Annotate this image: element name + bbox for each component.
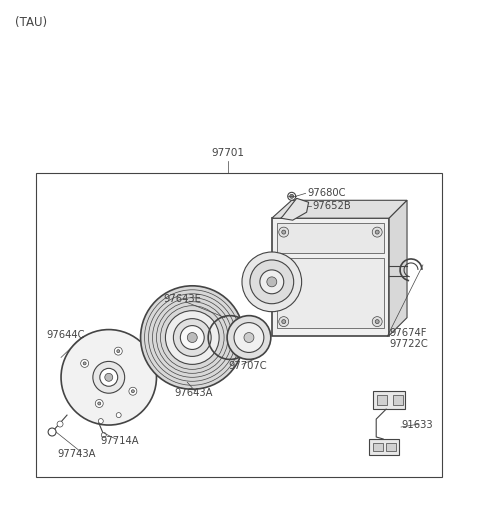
Circle shape (180, 326, 204, 349)
Text: 97707C: 97707C (228, 362, 267, 371)
Text: (TAU): (TAU) (15, 16, 48, 29)
Circle shape (227, 316, 271, 360)
Circle shape (242, 252, 301, 312)
Text: 97644C: 97644C (46, 330, 84, 339)
Text: 97743A: 97743A (57, 449, 96, 459)
Circle shape (372, 227, 382, 237)
Circle shape (372, 317, 382, 327)
Circle shape (132, 390, 134, 393)
Polygon shape (281, 198, 309, 220)
Circle shape (234, 323, 264, 352)
Text: 97643A: 97643A (174, 388, 213, 398)
Circle shape (141, 286, 244, 389)
Bar (377, 395, 387, 405)
Circle shape (98, 402, 101, 405)
Circle shape (101, 432, 106, 437)
Bar (272, 218, 389, 335)
Circle shape (61, 330, 156, 425)
Circle shape (279, 227, 288, 237)
Bar (369, 439, 399, 455)
Circle shape (248, 329, 254, 335)
Circle shape (166, 311, 219, 365)
Circle shape (248, 340, 254, 346)
Circle shape (279, 317, 288, 327)
Bar (386, 443, 396, 451)
Bar (373, 443, 383, 451)
Text: 97643E: 97643E (164, 294, 201, 304)
Circle shape (173, 319, 211, 357)
Circle shape (98, 419, 103, 424)
Circle shape (116, 413, 121, 418)
Circle shape (81, 360, 89, 367)
Circle shape (129, 387, 137, 395)
Circle shape (250, 260, 294, 304)
Polygon shape (272, 200, 407, 218)
Text: 97714A: 97714A (101, 436, 139, 446)
Circle shape (83, 362, 86, 365)
Circle shape (282, 230, 286, 234)
Bar (373, 391, 405, 409)
Circle shape (57, 421, 63, 427)
Circle shape (100, 368, 118, 386)
Circle shape (187, 333, 197, 342)
Text: 97722C: 97722C (389, 339, 428, 349)
Circle shape (260, 270, 284, 294)
Bar (393, 395, 403, 405)
Text: 91633: 91633 (401, 420, 432, 430)
Circle shape (93, 362, 125, 393)
Bar (277, 223, 384, 253)
Text: 97680C: 97680C (308, 188, 346, 198)
Bar (277, 258, 384, 328)
Circle shape (288, 192, 296, 200)
Bar (36, 173, 442, 477)
Circle shape (105, 373, 113, 381)
Circle shape (375, 230, 379, 234)
Circle shape (48, 428, 56, 436)
Circle shape (282, 320, 286, 324)
Text: 97701: 97701 (212, 147, 245, 158)
Circle shape (114, 347, 122, 355)
Polygon shape (389, 200, 407, 335)
Circle shape (117, 349, 120, 352)
Circle shape (244, 333, 254, 342)
Text: 97652B: 97652B (312, 201, 351, 211)
Circle shape (95, 399, 103, 408)
Text: 97674F: 97674F (389, 328, 427, 337)
Circle shape (267, 277, 277, 287)
Circle shape (290, 194, 294, 198)
Circle shape (375, 320, 379, 324)
